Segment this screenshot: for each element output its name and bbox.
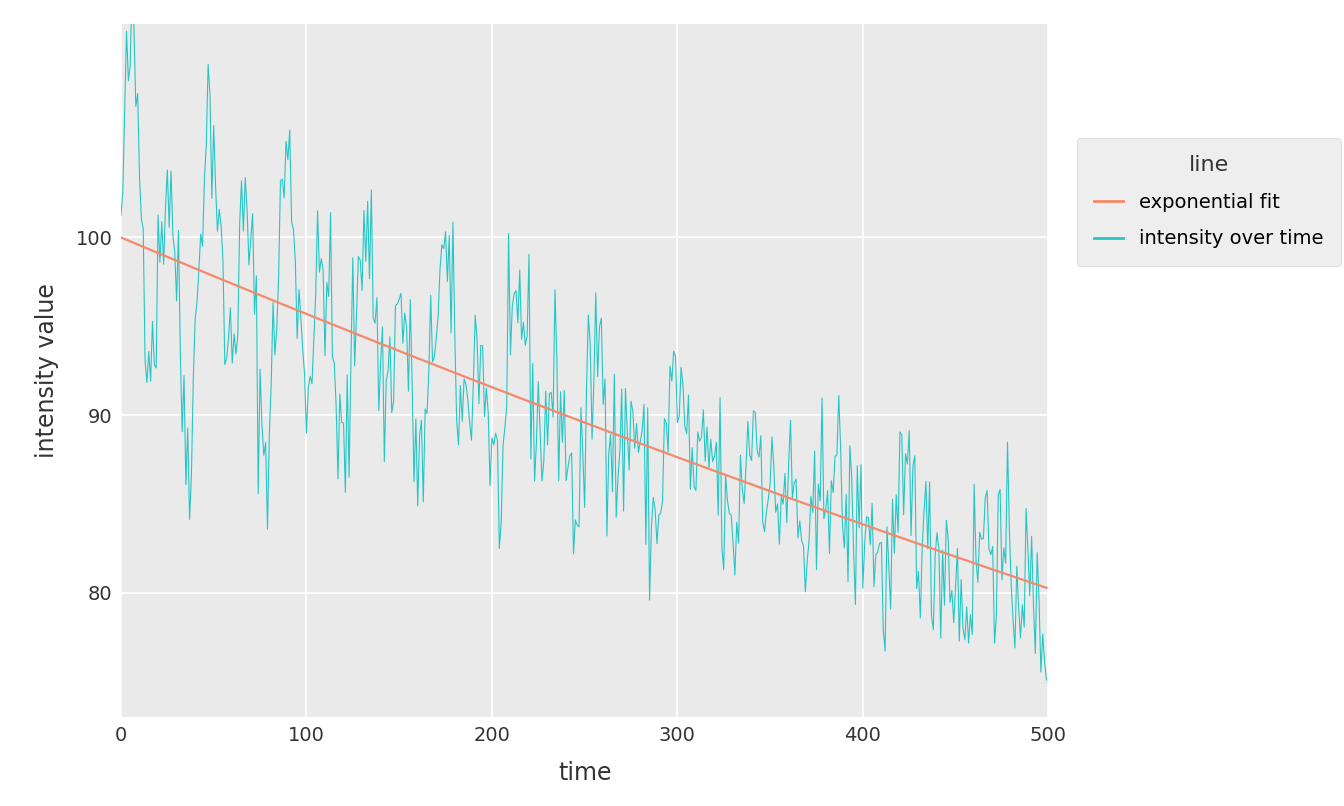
Y-axis label: intensity value: intensity value — [35, 284, 59, 458]
Legend: exponential fit, intensity over time: exponential fit, intensity over time — [1077, 138, 1341, 266]
X-axis label: time: time — [558, 762, 612, 785]
